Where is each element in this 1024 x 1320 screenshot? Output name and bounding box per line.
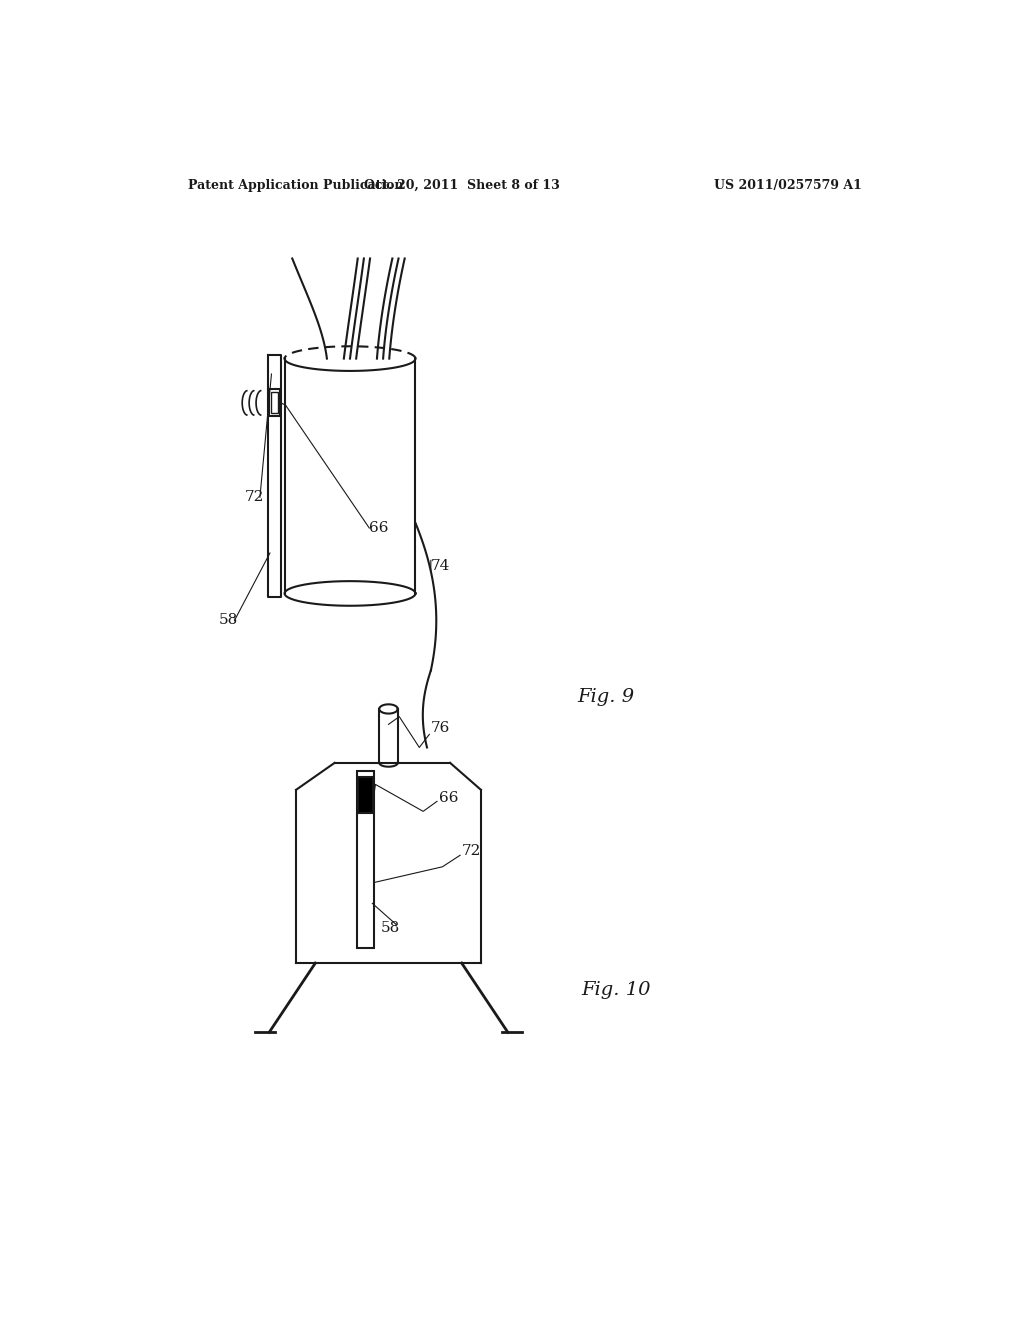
Text: Fig. 10: Fig. 10	[581, 981, 650, 999]
Bar	[357, 776, 373, 813]
Text: US 2011/0257579 A1: US 2011/0257579 A1	[714, 178, 862, 191]
Bar	[357, 771, 374, 948]
Text: 76: 76	[431, 721, 451, 735]
Text: 72: 72	[245, 490, 264, 504]
Bar	[269, 389, 280, 416]
Text: 66: 66	[438, 791, 458, 804]
Text: 66: 66	[370, 521, 389, 535]
Text: Fig. 9: Fig. 9	[578, 689, 634, 706]
Text: 72: 72	[462, 845, 481, 858]
Text: 74: 74	[431, 560, 451, 573]
Text: 58: 58	[381, 921, 400, 936]
Bar	[270, 392, 279, 413]
Text: Patent Application Publication: Patent Application Publication	[188, 178, 403, 191]
Text: Oct. 20, 2011  Sheet 8 of 13: Oct. 20, 2011 Sheet 8 of 13	[364, 178, 559, 191]
Text: 58: 58	[219, 614, 239, 627]
